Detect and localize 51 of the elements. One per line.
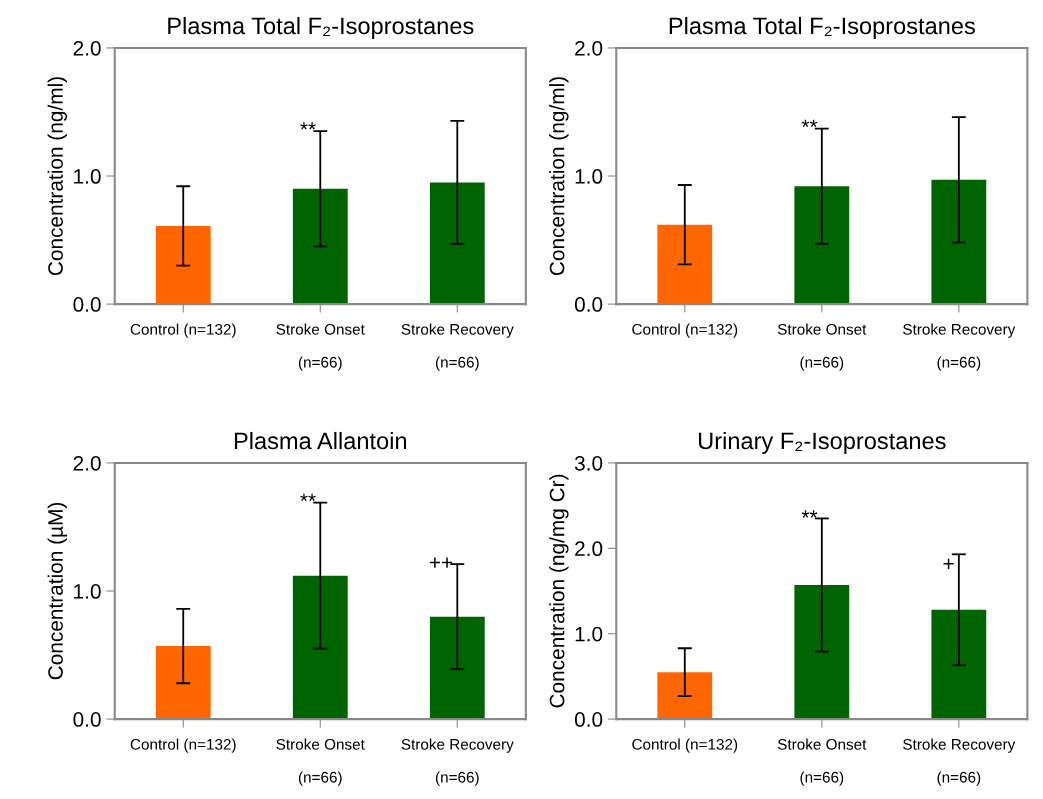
y-axis-title: Concentration (µM) (47, 502, 68, 680)
y-tick-label: 2.0 (575, 40, 603, 56)
y-tick-label: 3.0 (574, 455, 603, 471)
y-tick-label: 2.0 (73, 40, 101, 56)
category-label: Stroke Recovery (n=66) (903, 738, 1016, 786)
chart-title: Plasma Allantoin (234, 431, 407, 450)
chart-title: Plasma Total F₂-Isoprostanes (168, 16, 474, 39)
annotation: ++ (429, 557, 453, 568)
y-axis-title: Concentration (ng/mg Cr) (549, 474, 569, 708)
bar (292, 575, 348, 720)
annotation: + (943, 558, 954, 569)
bar (794, 186, 850, 305)
y-tick-label: 2.0 (73, 455, 101, 471)
annotation: ** (300, 122, 316, 130)
category-label: Stroke Onset (n=66) (777, 323, 867, 371)
y-tick-label: 2.0 (575, 541, 603, 557)
bar (429, 182, 485, 305)
bar (657, 224, 713, 305)
y-tick-label: 1.0 (575, 626, 603, 642)
bar (429, 616, 485, 720)
y-tick-label: 1.0 (74, 584, 101, 599)
category-label: Stroke Onset (n=66) (276, 738, 365, 786)
category-label: Stroke Onset (n=66) (276, 323, 365, 371)
y-axis-title: Concentration (ng/ml) (47, 77, 68, 276)
annotation: ** (300, 493, 316, 502)
y-tick-label: 0.0 (574, 712, 603, 727)
bar (794, 585, 850, 720)
bar (657, 672, 713, 720)
bar (931, 609, 987, 720)
chart-title: Urinary F₂-Isoprostanes (699, 431, 946, 454)
y-tick-label: 1.0 (575, 169, 603, 184)
x-tick-label: Control (n=132) (130, 323, 236, 338)
x-tick-label: Control (n=132) (632, 323, 738, 338)
category-label: Stroke Recovery (n=66) (401, 738, 514, 786)
bar (292, 188, 348, 305)
bar (155, 646, 211, 720)
y-tick-label: 1.0 (74, 169, 101, 184)
x-tick-label: Control (n=132) (130, 738, 236, 753)
annotation: ** (801, 119, 818, 127)
category-label: Stroke Recovery (n=66) (903, 323, 1016, 371)
chart-title: Plasma Total F₂-Isoprostanes (669, 16, 975, 39)
x-tick-label: Control (n=132) (632, 738, 738, 753)
category-label: Stroke Recovery (n=66) (401, 323, 514, 371)
bar (155, 225, 211, 305)
category-label: Stroke Onset (n=66) (777, 738, 867, 786)
annotation: ** (801, 510, 818, 518)
y-tick-label: 0.0 (73, 712, 101, 727)
y-tick-label: 0.0 (73, 297, 101, 312)
y-tick-label: 0.0 (574, 297, 603, 312)
y-axis-title: Concentration (ng/ml) (549, 77, 569, 276)
bar (931, 179, 987, 305)
